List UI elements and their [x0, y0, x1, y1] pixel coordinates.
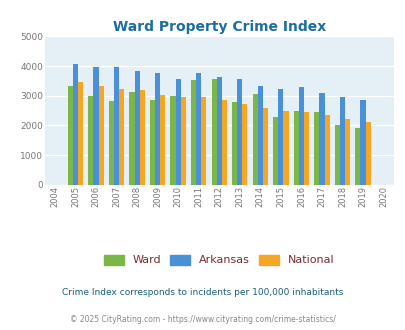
Bar — [262, 108, 267, 185]
Bar — [68, 86, 73, 185]
Bar — [257, 86, 262, 185]
Bar — [319, 93, 324, 185]
Bar — [129, 91, 134, 185]
Bar — [73, 64, 78, 185]
Bar — [252, 94, 257, 185]
Bar — [303, 112, 308, 185]
Bar — [298, 87, 303, 185]
Bar — [237, 79, 242, 185]
Bar — [232, 102, 237, 185]
Bar — [180, 97, 185, 185]
Bar — [201, 97, 206, 185]
Bar — [334, 125, 339, 185]
Bar — [344, 119, 349, 185]
Legend: Ward, Arkansas, National: Ward, Arkansas, National — [104, 255, 334, 265]
Bar — [216, 77, 221, 185]
Text: © 2025 CityRating.com - https://www.cityrating.com/crime-statistics/: © 2025 CityRating.com - https://www.city… — [70, 315, 335, 324]
Bar — [221, 100, 226, 185]
Bar — [190, 80, 196, 185]
Bar — [283, 111, 288, 185]
Bar — [277, 89, 283, 185]
Bar — [360, 100, 364, 185]
Bar — [324, 115, 329, 185]
Bar — [98, 85, 103, 185]
Bar — [242, 104, 247, 185]
Bar — [313, 112, 319, 185]
Bar — [196, 73, 201, 185]
Bar — [134, 71, 139, 185]
Bar — [170, 96, 175, 185]
Bar — [339, 97, 344, 185]
Bar — [114, 68, 119, 185]
Bar — [155, 74, 160, 185]
Title: Ward Property Crime Index: Ward Property Crime Index — [112, 20, 325, 34]
Bar — [354, 128, 360, 185]
Bar — [211, 79, 216, 185]
Bar — [93, 67, 98, 185]
Bar — [364, 122, 370, 185]
Text: Crime Index corresponds to incidents per 100,000 inhabitants: Crime Index corresponds to incidents per… — [62, 288, 343, 297]
Bar — [109, 101, 114, 185]
Bar — [273, 117, 277, 185]
Bar — [160, 95, 165, 185]
Bar — [119, 89, 124, 185]
Bar — [139, 90, 145, 185]
Bar — [78, 82, 83, 185]
Bar — [149, 100, 155, 185]
Bar — [293, 112, 298, 185]
Bar — [175, 79, 180, 185]
Bar — [88, 96, 93, 185]
